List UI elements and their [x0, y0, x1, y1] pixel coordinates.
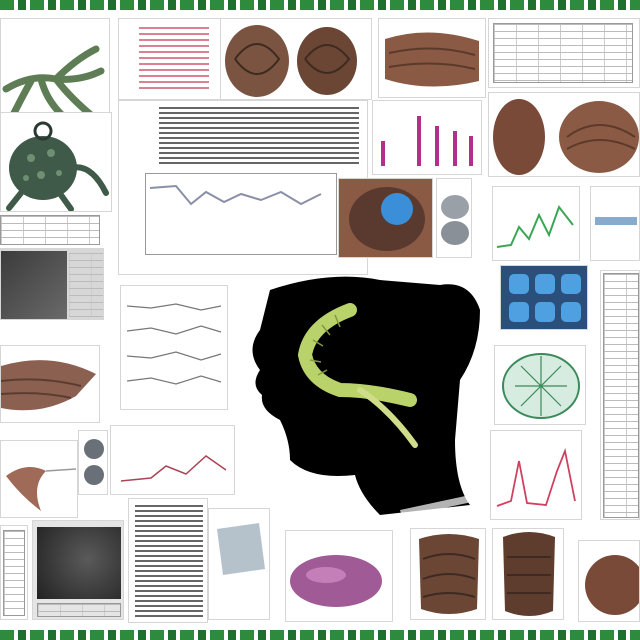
paper-figure-panel: [118, 100, 368, 275]
small-chart-plot: [120, 455, 227, 482]
leaf-specimen-panel: [0, 440, 78, 518]
ribcage-icon-a: [419, 534, 479, 614]
brown-ribcage-panel-b: [492, 528, 564, 620]
blue-scan-panel: [338, 178, 433, 258]
log-specimen-panel: [378, 18, 486, 98]
text-column-lines: [135, 505, 203, 617]
thin-figure-lines: [3, 530, 25, 616]
blue-line-bar: [595, 217, 637, 225]
glass-model-icon: [217, 523, 265, 575]
line-chart-frame: [145, 173, 337, 255]
spiny-specimen-panel: [0, 112, 112, 212]
antler-specimen-icon: [2, 45, 105, 122]
pods-panel: [488, 92, 640, 177]
pods-icon: [493, 99, 639, 175]
bar-chart-panel: [372, 100, 482, 175]
top-right-table: [493, 23, 633, 83]
head-silhouette-figure: [240, 270, 485, 520]
tissue-sample-panel: [0, 345, 100, 423]
blue-tiles-icon: [509, 274, 581, 322]
right-table-panel: [600, 270, 640, 520]
bar-chart-plot: [381, 116, 473, 166]
bottom-right-pod-panel: [578, 540, 640, 622]
grey-organ-panel: [436, 178, 472, 258]
stacked-lines-plot: [126, 303, 222, 385]
small-chart-panel: [110, 425, 235, 495]
microscope-panel: [32, 520, 124, 620]
stacked-lines-panel: [120, 285, 228, 410]
brown-specimens-panel: [220, 18, 372, 100]
head-silhouette-icon: [252, 276, 480, 517]
dark-photo-image: [1, 251, 67, 319]
blue-scan-icon: [349, 187, 425, 251]
small-table-a: [0, 215, 100, 245]
microscope-image: [37, 527, 121, 599]
top-right-table-panel: [488, 18, 640, 88]
line-chart-plot: [149, 184, 322, 206]
cell-cluster-icon: [502, 353, 580, 419]
red-peak-chart-plot: [496, 447, 576, 507]
top-border-strip: [0, 0, 640, 10]
log-specimen-icon: [385, 32, 479, 87]
dark-photo-panel: [0, 248, 104, 320]
right-table: [603, 273, 639, 518]
ribcage-icon-b: [503, 532, 555, 616]
red-text-lines: [139, 27, 209, 93]
microscope-caption: [37, 603, 121, 617]
bottom-right-pod-icon: [585, 555, 639, 615]
green-cell-panel: [494, 345, 586, 425]
thin-figure-strip: [0, 525, 28, 620]
pink-slug-icon: [290, 555, 382, 607]
antler-specimen-panel: [0, 18, 110, 123]
spiny-specimen-icon: [6, 121, 109, 211]
green-line-chart-plot: [496, 204, 574, 248]
blue-tiles-panel: [500, 265, 588, 330]
paper-paragraph: [159, 107, 359, 165]
text-column-panel: [128, 498, 208, 623]
small-organ-panel: [78, 430, 108, 495]
pink-slug-panel: [285, 530, 393, 622]
tissue-sample-icon: [1, 360, 96, 411]
green-line-chart-panel: [492, 186, 580, 261]
glass-model-panel: [208, 508, 270, 620]
brown-ribcage-panel-a: [410, 528, 486, 620]
worm-icon: [297, 303, 418, 448]
dark-photo-caption-lines: [69, 253, 103, 317]
leaf-specimen-icon: [6, 467, 77, 511]
grey-organ-icon: [441, 195, 469, 245]
title-text-panel: [118, 18, 226, 100]
brown-specimens-icon: [225, 25, 357, 97]
blue-line-panel: [590, 186, 640, 261]
small-organ-icon: [84, 439, 104, 485]
red-peak-chart-panel: [490, 430, 582, 520]
bottom-border-strip: [0, 630, 640, 640]
